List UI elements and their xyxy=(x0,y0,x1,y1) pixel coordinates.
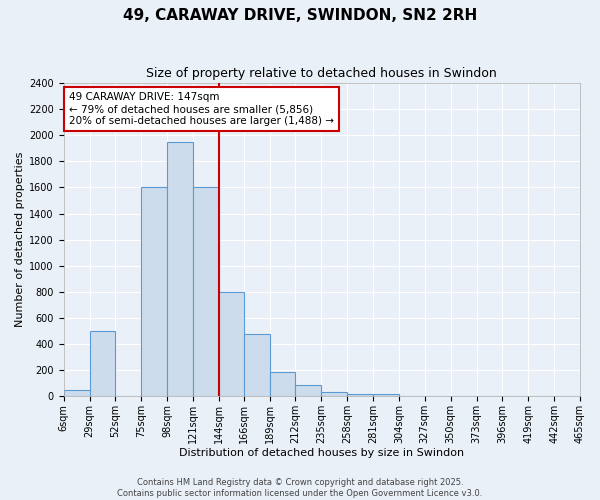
Bar xyxy=(141,188,167,396)
Y-axis label: Number of detached properties: Number of detached properties xyxy=(15,152,25,328)
Bar xyxy=(167,142,193,397)
X-axis label: Distribution of detached houses by size in Swindon: Distribution of detached houses by size … xyxy=(179,448,464,458)
Bar xyxy=(193,188,219,396)
Text: Contains HM Land Registry data © Crown copyright and database right 2025.
Contai: Contains HM Land Registry data © Crown c… xyxy=(118,478,482,498)
Bar xyxy=(295,384,321,396)
Bar xyxy=(219,292,244,397)
Bar xyxy=(347,394,373,396)
Text: 49, CARAWAY DRIVE, SWINDON, SN2 2RH: 49, CARAWAY DRIVE, SWINDON, SN2 2RH xyxy=(123,8,477,22)
Bar xyxy=(321,392,347,396)
Text: 49 CARAWAY DRIVE: 147sqm
← 79% of detached houses are smaller (5,856)
20% of sem: 49 CARAWAY DRIVE: 147sqm ← 79% of detach… xyxy=(69,92,334,126)
Bar xyxy=(244,334,269,396)
Title: Size of property relative to detached houses in Swindon: Size of property relative to detached ho… xyxy=(146,68,497,80)
Bar xyxy=(89,331,115,396)
Bar xyxy=(373,394,399,396)
Bar xyxy=(269,372,295,396)
Bar xyxy=(64,390,89,396)
